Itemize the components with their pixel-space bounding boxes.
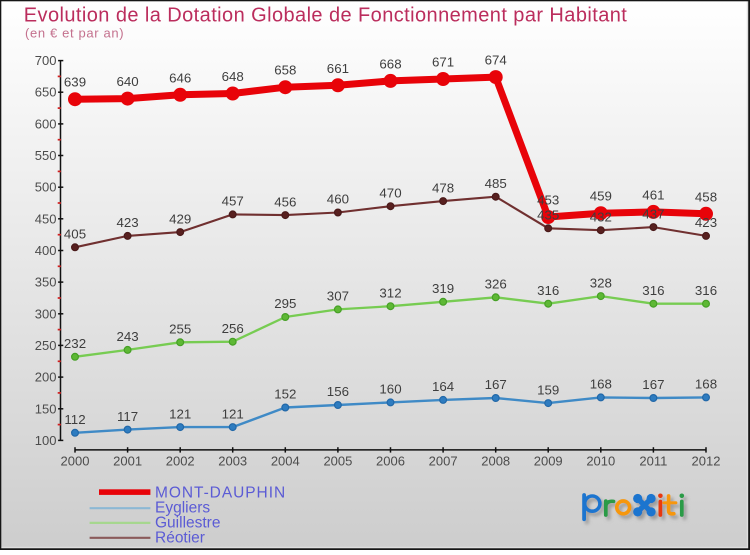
svg-text:470: 470 — [379, 185, 401, 200]
svg-text:671: 671 — [432, 55, 454, 70]
svg-text:2006: 2006 — [376, 453, 405, 468]
svg-text:316: 316 — [537, 283, 559, 298]
svg-text:150: 150 — [35, 401, 57, 416]
svg-text:650: 650 — [35, 85, 57, 100]
svg-text:658: 658 — [274, 63, 296, 78]
svg-text:2002: 2002 — [166, 453, 195, 468]
svg-text:700: 700 — [35, 53, 57, 68]
svg-text:2005: 2005 — [323, 453, 352, 468]
svg-text:500: 500 — [35, 180, 57, 195]
svg-text:167: 167 — [642, 377, 664, 392]
svg-text:2008: 2008 — [481, 453, 510, 468]
svg-text:458: 458 — [695, 189, 717, 204]
svg-text:450: 450 — [35, 211, 57, 226]
svg-text:156: 156 — [327, 384, 349, 399]
svg-text:640: 640 — [117, 74, 139, 89]
svg-text:312: 312 — [379, 285, 401, 300]
svg-text:152: 152 — [274, 387, 296, 402]
svg-text:Evolution de la Dotation Globa: Evolution de la Dotation Globale de Fonc… — [24, 5, 628, 27]
svg-text:326: 326 — [485, 277, 507, 292]
svg-text:405: 405 — [64, 227, 86, 242]
svg-text:456: 456 — [274, 194, 296, 209]
svg-text:674: 674 — [485, 53, 507, 68]
svg-text:400: 400 — [35, 243, 57, 258]
svg-text:2001: 2001 — [113, 453, 142, 468]
svg-text:423: 423 — [695, 215, 717, 230]
svg-text:316: 316 — [695, 283, 717, 298]
svg-text:168: 168 — [695, 377, 717, 392]
svg-text:167: 167 — [485, 377, 507, 392]
svg-text:164: 164 — [432, 379, 454, 394]
svg-text:316: 316 — [642, 283, 664, 298]
svg-text:648: 648 — [222, 69, 244, 84]
svg-text:2004: 2004 — [271, 453, 300, 468]
svg-text:2010: 2010 — [586, 453, 615, 468]
svg-text:Eygliers: Eygliers — [155, 499, 210, 516]
svg-text:200: 200 — [35, 370, 57, 385]
svg-text:328: 328 — [590, 275, 612, 290]
svg-text:661: 661 — [327, 61, 349, 76]
svg-text:121: 121 — [169, 406, 191, 421]
svg-text:600: 600 — [35, 116, 57, 131]
svg-text:232: 232 — [64, 336, 86, 351]
svg-text:668: 668 — [379, 56, 401, 71]
svg-text:461: 461 — [642, 187, 664, 202]
svg-text:255: 255 — [169, 322, 191, 337]
svg-text:639: 639 — [64, 75, 86, 90]
svg-text:256: 256 — [222, 321, 244, 336]
svg-text:159: 159 — [537, 382, 559, 397]
svg-text:550: 550 — [35, 148, 57, 163]
svg-text:437: 437 — [642, 206, 664, 221]
svg-text:478: 478 — [432, 180, 454, 195]
svg-text:243: 243 — [117, 329, 139, 344]
svg-text:(en € et par an): (en € et par an) — [25, 26, 124, 41]
svg-text:300: 300 — [35, 306, 57, 321]
svg-text:168: 168 — [590, 377, 612, 392]
svg-text:453: 453 — [537, 193, 559, 208]
svg-text:Réotier: Réotier — [155, 530, 205, 547]
svg-text:432: 432 — [590, 209, 612, 224]
svg-text:160: 160 — [379, 382, 401, 397]
svg-text:2003: 2003 — [218, 453, 247, 468]
svg-text:2000: 2000 — [61, 453, 90, 468]
svg-text:121: 121 — [222, 406, 244, 421]
svg-text:2007: 2007 — [429, 453, 458, 468]
svg-text:112: 112 — [64, 412, 85, 427]
svg-text:100: 100 — [35, 433, 57, 448]
svg-text:485: 485 — [485, 176, 507, 191]
svg-text:319: 319 — [432, 281, 454, 296]
svg-text:459: 459 — [590, 189, 612, 204]
svg-text:307: 307 — [327, 289, 349, 304]
svg-text:2011: 2011 — [639, 453, 667, 468]
svg-text:2009: 2009 — [534, 453, 563, 468]
svg-text:250: 250 — [35, 338, 57, 353]
svg-text:Guillestre: Guillestre — [155, 515, 220, 532]
svg-text:117: 117 — [117, 409, 138, 424]
svg-text:429: 429 — [169, 211, 191, 226]
svg-text:457: 457 — [222, 194, 244, 209]
svg-text:295: 295 — [274, 296, 296, 311]
svg-text:423: 423 — [117, 215, 139, 230]
svg-text:350: 350 — [35, 275, 57, 290]
svg-text:MONT-DAUPHIN: MONT-DAUPHIN — [155, 484, 286, 501]
svg-text:435: 435 — [537, 208, 559, 223]
svg-text:2012: 2012 — [692, 453, 721, 468]
svg-text:646: 646 — [169, 70, 191, 85]
svg-text:460: 460 — [327, 192, 349, 207]
